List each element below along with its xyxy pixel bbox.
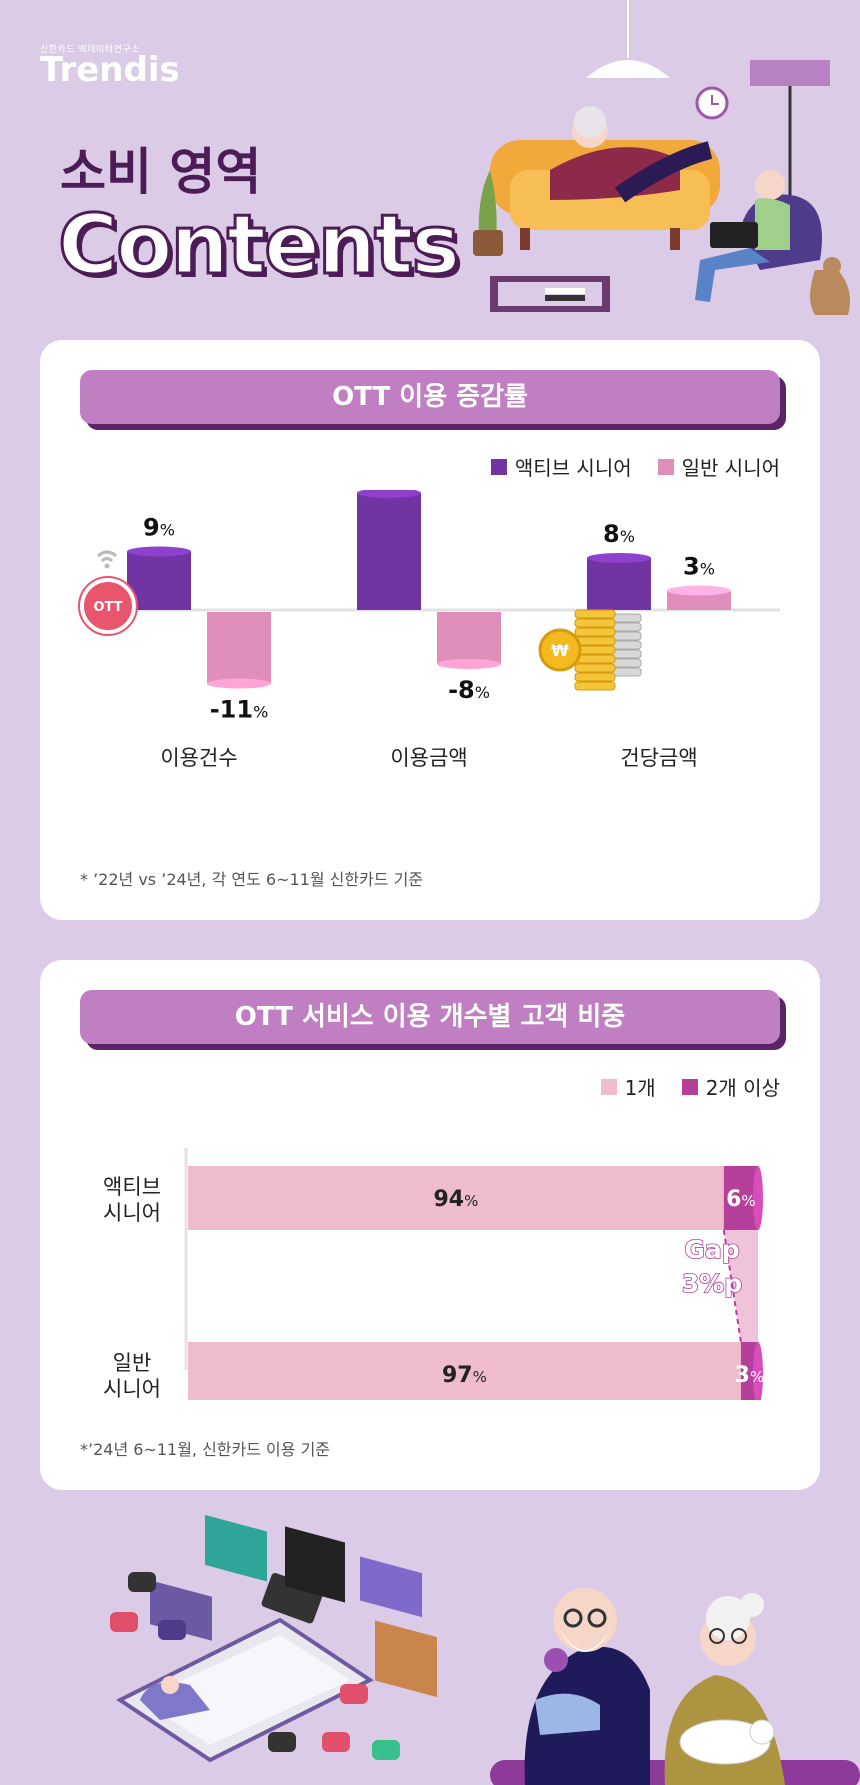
category-label-1-line-1: 액티브 [103,1175,161,1199]
legend-label-one: 1개 [624,1076,656,1100]
value-label-two-plus-1: 6% [726,1187,756,1212]
ott-service-legend: 1개 2개 이상 [600,1072,780,1101]
hero-title-kr: 소비 영역 [60,143,262,201]
legend-swatch-general [657,458,674,475]
ott-play-icon: OTT [78,550,138,636]
bar-body [587,558,651,610]
ott-badge-label: OTT [93,600,122,615]
legend-swatch-two-plus [681,1078,698,1095]
category-label-2-line-2: 시니어 [103,1377,161,1400]
ott-growth-legend: 액티브 시니어 일반 시니어 [490,452,780,481]
brand-logo: Trendis [40,50,180,90]
ott-growth-footnote: * ’22년 vs ’24년, 각 연도 6~11월 신한카드 기준 [80,870,424,889]
legend-label-two-plus: 2개 이상 [705,1076,780,1100]
bar-active-3 [587,553,651,610]
ott-service-footnote: *’24년 6~11월, 신한카드 이용 기준 [80,1440,331,1459]
bar-body [667,590,731,610]
brand-subtitle: 신한카드 빅데이터연구소 [40,45,140,55]
bar-body [207,612,271,684]
gap-dash-line [722,1229,742,1343]
bar-active-2 [357,490,421,610]
bar-body [127,551,191,610]
legend-swatch-one [600,1078,617,1095]
legend-item-general: 일반 시니어 [657,452,780,481]
category-label-1: 이용건수 [160,746,237,770]
value-label-active-1: 9% [143,514,175,542]
bar-cap [207,678,271,689]
legend-label-general: 일반 시니어 [681,456,780,480]
ott-growth-card: OTT 이용 증감률 액티브 시니어 일반 시니어 9%-11%이용건수18%-… [40,340,820,920]
bar-general-2 [437,612,501,669]
value-label-two-plus-2: 3% [735,1363,765,1388]
living-room-illustration [473,0,851,315]
segment-two-plus-1 [723,1166,758,1230]
gap-label-line-2: 3%p [682,1269,742,1298]
bar-cap [437,659,501,669]
value-label-general-3: 3% [683,553,715,581]
value-label-general-1: -11% [210,696,269,724]
bar-cap [127,546,191,557]
segment-one-2 [188,1342,741,1400]
category-label-2: 이용금액 [390,746,467,770]
won-symbol: ₩ [551,641,569,660]
bar-general-3 [667,585,731,610]
hero-title-en: Contents [56,197,461,295]
bar-body [437,612,501,664]
legend-label-active: 액티브 시니어 [514,456,632,480]
segment-cap-2 [753,1342,763,1400]
legend-item-active: 액티브 시니어 [490,452,632,481]
bar-general-1 [207,612,271,689]
value-label-active-3: 8% [603,520,635,548]
legend-item-two-plus: 2개 이상 [681,1072,780,1101]
value-label-one-2: 97% [442,1363,487,1388]
value-label-general-2: -8% [448,676,490,704]
segment-one-1 [188,1166,724,1230]
ott-service-count-title: OTT 서비스 이용 개수별 고객 비중 [80,990,780,1044]
value-label-one-1: 94% [433,1187,478,1212]
bar-body [357,493,421,610]
bar-active-1 [127,546,191,610]
category-label-1-line-2: 시니어 [103,1201,161,1225]
coin-stack-icon: ₩ [538,609,642,691]
category-label-2-line-1: 일반 [113,1351,152,1375]
bar-cap [587,553,651,563]
category-label-3: 건당금액 [620,746,697,770]
legend-swatch-active [490,458,507,475]
segment-cap-1 [753,1166,763,1230]
gap-connector [723,1230,758,1342]
legend-item-one: 1개 [600,1072,656,1101]
gap-label-line-1: Gap [684,1235,739,1264]
seniors-watching-ott-illustration [110,1514,860,1785]
bar-cap [667,585,731,596]
bar-cap [357,490,421,498]
ott-growth-title: OTT 이용 증감률 [80,370,780,424]
ott-service-count-card: OTT 서비스 이용 개수별 고객 비중 1개 2개 이상 94% 6% 액티브 시니… [40,960,820,1490]
